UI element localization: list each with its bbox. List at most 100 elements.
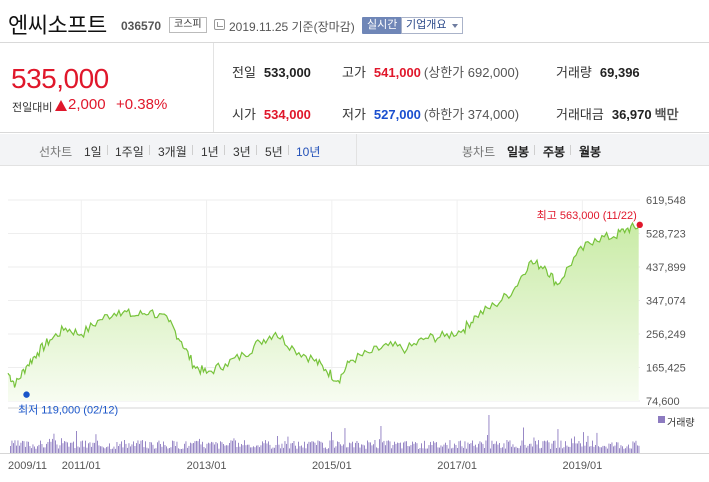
volume-bar bbox=[343, 444, 344, 453]
volume-bar bbox=[595, 445, 596, 453]
candle-monthly[interactable]: 월봉 bbox=[579, 145, 602, 159]
volume-bar bbox=[632, 441, 634, 453]
volume-bar bbox=[11, 440, 13, 453]
volume-bar bbox=[314, 442, 316, 453]
max-label: 최고 563,000 (11/22) bbox=[537, 209, 637, 222]
volume-bar bbox=[269, 444, 271, 453]
volume-bar bbox=[578, 441, 580, 453]
volume-bar bbox=[47, 442, 49, 453]
volume-bar bbox=[154, 448, 155, 453]
volume-bar bbox=[298, 441, 299, 453]
volume-bar bbox=[394, 441, 395, 453]
volume-bar bbox=[538, 440, 539, 453]
volume-bar bbox=[470, 443, 472, 453]
volume-bar bbox=[626, 446, 628, 453]
x-tick-label: 2009/11 bbox=[8, 460, 47, 472]
volume-bar bbox=[101, 446, 103, 453]
volume-bar bbox=[49, 438, 50, 453]
volume-bar bbox=[446, 445, 448, 453]
volume-bar bbox=[295, 445, 296, 453]
x-tick-label: 2013/01 bbox=[187, 460, 227, 472]
volume-bar bbox=[65, 441, 67, 453]
change-percent: +0.38% bbox=[116, 96, 168, 113]
volume-bar bbox=[505, 448, 506, 453]
volume-bar bbox=[398, 443, 400, 453]
volume-bar bbox=[367, 440, 368, 453]
volume-bar bbox=[137, 440, 139, 453]
company-overview-dropdown[interactable]: 기업개요 bbox=[401, 17, 464, 34]
volume-bar bbox=[524, 444, 526, 453]
volume-bar bbox=[574, 436, 575, 453]
volume-bar bbox=[491, 440, 493, 453]
volume-bar bbox=[487, 435, 488, 453]
volume-bar bbox=[526, 447, 527, 453]
volume-bar bbox=[395, 443, 397, 453]
volume-bar bbox=[436, 442, 437, 453]
volume-bar bbox=[581, 446, 583, 453]
volume-bar bbox=[340, 444, 341, 453]
volume-bar bbox=[229, 443, 230, 453]
volume-bar bbox=[419, 448, 421, 453]
realtime-button[interactable]: 실시간 bbox=[362, 17, 403, 34]
change-label: 전일대비 bbox=[12, 102, 53, 114]
volume-bar bbox=[412, 441, 413, 453]
volume-bar bbox=[98, 445, 100, 453]
volume-bar bbox=[350, 443, 352, 453]
volume-bar bbox=[158, 440, 160, 453]
volume-bar bbox=[563, 447, 565, 453]
volume-bar bbox=[601, 447, 602, 453]
volume-bar bbox=[463, 447, 464, 453]
volume-bar bbox=[46, 443, 47, 453]
volume-bar bbox=[415, 442, 416, 453]
period-1d[interactable]: 1일 bbox=[84, 145, 108, 159]
volume-bar bbox=[127, 447, 128, 453]
volume-bar bbox=[206, 443, 208, 453]
volume-bar bbox=[352, 441, 353, 453]
volume-bar bbox=[331, 431, 332, 453]
volume-bar bbox=[583, 432, 584, 453]
volume-bar bbox=[290, 443, 292, 453]
volume-bar bbox=[259, 447, 260, 453]
line-chart-label[interactable]: 선차트 bbox=[39, 145, 73, 159]
period-5y[interactable]: 5년 bbox=[265, 145, 289, 159]
volume-bar bbox=[539, 448, 541, 453]
period-3y[interactable]: 3년 bbox=[233, 145, 257, 159]
candle-daily[interactable]: 일봉 bbox=[507, 145, 536, 159]
candle-weekly[interactable]: 주봉 bbox=[543, 145, 572, 159]
volume-bar bbox=[106, 447, 107, 453]
volume-bar bbox=[227, 445, 229, 453]
volume-bar bbox=[23, 441, 25, 453]
volume-bar bbox=[500, 447, 502, 453]
volume-bar bbox=[617, 442, 619, 453]
volume-bar bbox=[497, 444, 499, 453]
volume-bar bbox=[40, 440, 41, 453]
volume-bar bbox=[335, 446, 337, 453]
volume-bar bbox=[160, 444, 161, 453]
volume-bar bbox=[221, 442, 223, 453]
stat-value: 533,000 bbox=[263, 65, 311, 80]
stat-label: 시가 bbox=[232, 107, 256, 122]
volume-bar bbox=[251, 447, 253, 453]
period-3m[interactable]: 3개월 bbox=[158, 145, 193, 159]
volume-bar bbox=[562, 448, 563, 453]
volume-bar bbox=[119, 443, 121, 453]
volume-bar bbox=[56, 444, 58, 453]
volume-bar bbox=[623, 448, 625, 453]
volume-bar bbox=[611, 442, 613, 453]
volume-bar bbox=[560, 440, 562, 453]
volume-bar bbox=[275, 445, 277, 453]
volume-bar bbox=[59, 445, 61, 453]
volume-bar bbox=[547, 440, 548, 453]
volume-bar bbox=[515, 446, 517, 453]
candle-chart-label[interactable]: 봉차트 bbox=[462, 145, 496, 159]
volume-bar bbox=[16, 445, 17, 453]
period-10y[interactable]: 10년 bbox=[296, 145, 321, 159]
period-1w[interactable]: 1주일 bbox=[115, 145, 150, 159]
volume-bar bbox=[425, 448, 427, 453]
period-1y[interactable]: 1년 bbox=[201, 145, 225, 159]
volume-bar bbox=[326, 449, 328, 453]
volume-bar bbox=[277, 436, 278, 453]
volume-bar bbox=[596, 432, 598, 453]
volume-bar bbox=[190, 442, 191, 453]
volume-bar bbox=[370, 442, 371, 453]
